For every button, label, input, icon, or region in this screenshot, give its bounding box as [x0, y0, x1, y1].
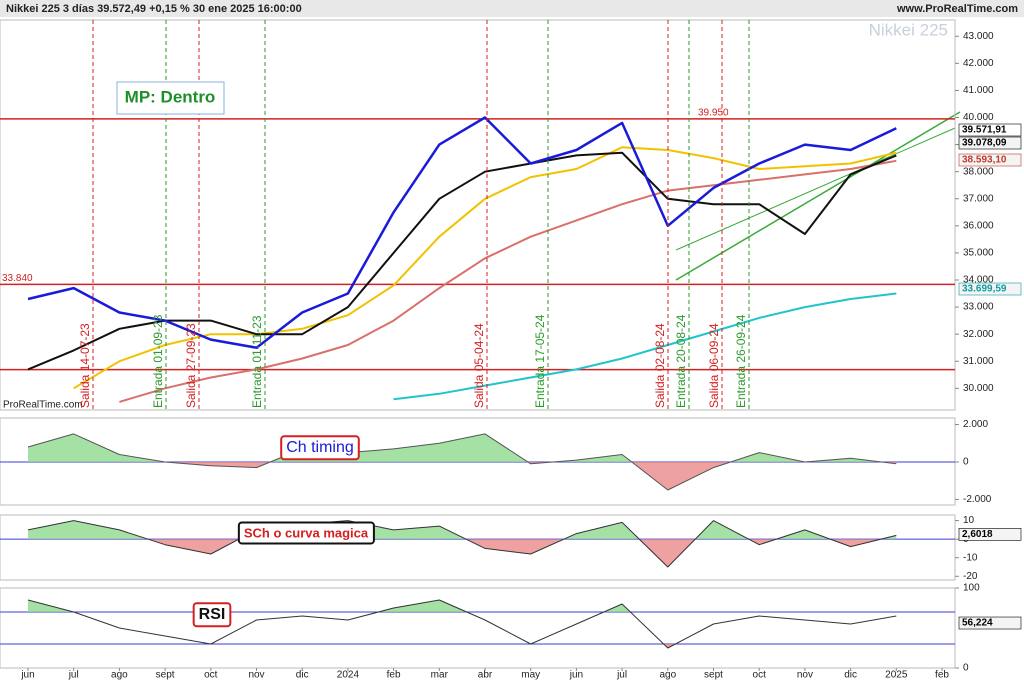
x-tick-label: oct — [204, 670, 218, 681]
signal-label: Entrada 20-08-24 — [674, 314, 688, 408]
signal-label: Salida 14-07-23 — [78, 323, 92, 408]
signal-label: Salida 06-09-24 — [707, 323, 721, 408]
x-tick-label: jun — [569, 670, 583, 681]
x-tick-label: 2025 — [885, 670, 908, 681]
trend-line — [675, 127, 956, 251]
indicator-label: Ch timing — [286, 439, 354, 456]
x-tick-label: may — [521, 670, 540, 681]
last-value-box — [958, 616, 1022, 630]
signal-label: Salida 27-09-23 — [184, 323, 198, 408]
panel-frame — [0, 514, 956, 581]
x-tick-label: sept — [704, 670, 723, 681]
y-tick-label: 35.000 — [963, 248, 994, 259]
last-value-label: 38.593,10 — [962, 155, 1007, 166]
indicator-label-box — [192, 602, 232, 628]
indicator-label: SCh o curva magica — [244, 525, 369, 540]
y-tick-label: 41.000 — [963, 85, 994, 96]
x-tick-label: jul — [68, 670, 79, 681]
y-tick-label: 38.000 — [963, 166, 994, 177]
plot-group — [27, 116, 897, 403]
last-value-label: 2,6018 — [962, 529, 993, 540]
area-positive — [28, 433, 882, 462]
series-line — [27, 116, 897, 349]
y-tick-label: 2.000 — [963, 419, 988, 430]
last-value-box — [958, 123, 1022, 137]
x-tick-label: oct — [753, 670, 767, 681]
header-bar — [0, 0, 1024, 17]
y-tick-label: 30.000 — [963, 383, 994, 394]
x-tick-label: dic — [844, 670, 857, 681]
y-tick-label: 100 — [963, 583, 980, 594]
series-line — [27, 520, 897, 568]
y-tick-label: 31.000 — [963, 356, 994, 367]
x-tick-label: nov — [797, 670, 813, 681]
y-tick-label: 34.000 — [963, 275, 994, 286]
header-site: www.ProRealTime.com — [896, 3, 1018, 15]
x-tick-label: ago — [659, 670, 676, 681]
series-line — [27, 151, 897, 371]
series-line — [119, 159, 897, 403]
indicator-label-box — [237, 521, 375, 545]
y-tick-label: -20 — [963, 571, 978, 582]
signal-label: Entrada 17-05-24 — [533, 314, 547, 408]
x-tick-label: nov — [248, 670, 264, 681]
y-tick-label: -10 — [963, 552, 978, 563]
signal-label: Salida 05-04-24 — [472, 323, 486, 408]
level-label: 39.950 — [698, 107, 729, 118]
last-value-box — [958, 153, 1022, 167]
status-text: MP: Dentro — [125, 87, 216, 106]
last-value-label: 33.699,59 — [962, 284, 1007, 295]
series-line — [27, 433, 897, 491]
last-value-label: 39.078,09 — [962, 138, 1007, 149]
y-tick-label: 33.000 — [963, 302, 994, 313]
signal-label: Entrada 01-09-23 — [151, 314, 165, 408]
signal-label: Entrada 01-11-23 — [250, 315, 264, 408]
last-value-box — [958, 282, 1022, 296]
area-negative — [28, 461, 897, 491]
y-tick-label: 40.000 — [963, 112, 994, 123]
y-tick-label: 42.000 — [963, 58, 994, 69]
last-value-label: 56,224 — [962, 618, 993, 629]
last-value-box — [958, 136, 1022, 150]
y-tick-label: 36.000 — [963, 220, 994, 231]
y-tick-label: 0 — [963, 457, 969, 468]
indicator-label-box — [280, 435, 360, 461]
panel-frame — [0, 587, 956, 669]
x-tick-label: jul — [616, 670, 627, 681]
x-tick-label: mar — [431, 670, 449, 681]
watermark: Nikkei 225 — [869, 20, 948, 39]
header-title: Nikkei 225 3 días 39.572,49 +0,15 % 30 e… — [6, 3, 302, 15]
series-line — [393, 292, 897, 401]
brand: ProRealTime.com — [3, 400, 83, 411]
x-tick-label: ago — [111, 670, 128, 681]
y-tick-label: 32.000 — [963, 329, 994, 340]
signal-label: Salida 02-08-24 — [653, 323, 667, 408]
last-value-box — [958, 528, 1022, 541]
area-positive — [28, 520, 897, 540]
x-tick-label: 2024 — [337, 670, 360, 681]
x-tick-label: feb — [387, 670, 401, 681]
indicator-label: RSI — [199, 606, 226, 623]
x-tick-label: abr — [478, 670, 493, 681]
y-tick-label: 37.000 — [963, 193, 994, 204]
level-label: 33.840 — [2, 273, 33, 284]
series-line — [73, 146, 897, 390]
area-negative — [28, 539, 897, 567]
last-value-label: 39.571,91 — [962, 125, 1007, 136]
x-tick-label: feb — [935, 670, 949, 681]
x-tick-label: jun — [20, 670, 34, 681]
x-tick-label: sept — [156, 670, 175, 681]
y-tick-label: 43.000 — [963, 31, 994, 42]
panel-frame — [0, 19, 956, 411]
y-tick-label: 0 — [963, 663, 969, 674]
status-box: MP: Dentro — [116, 81, 225, 115]
series-line — [27, 599, 897, 649]
trend-line — [675, 111, 961, 281]
status-box-frame — [116, 81, 225, 115]
y-tick-label: -2.000 — [963, 494, 992, 505]
x-tick-label: dic — [296, 670, 309, 681]
signal-label: Entrada 26-09-24 — [734, 314, 748, 408]
y-tick-label: 10 — [963, 515, 975, 526]
